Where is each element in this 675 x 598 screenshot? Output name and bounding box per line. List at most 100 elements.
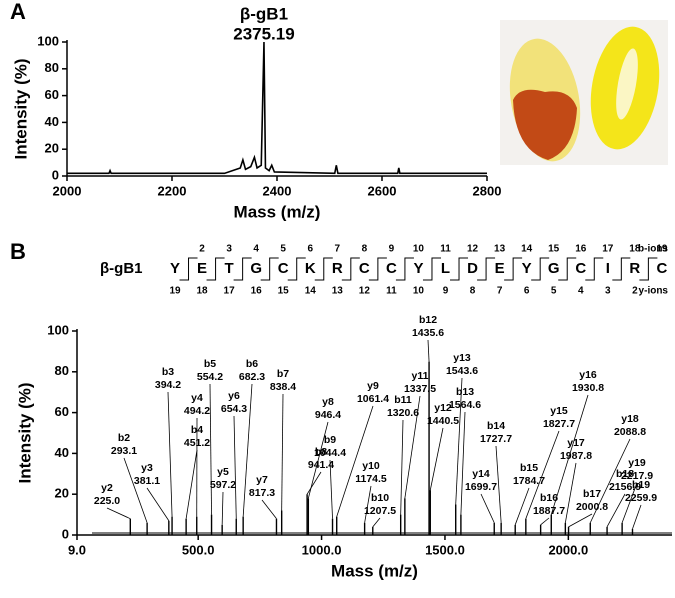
leader-line [106, 507, 131, 520]
cleavage-bracket [179, 257, 198, 281]
b-ion-number: 8 [362, 244, 368, 255]
mz-label: 817.3 [249, 487, 275, 499]
cleavage-bracket [395, 257, 414, 281]
y-tick-label: 80 [45, 60, 59, 75]
leader-line [460, 411, 466, 515]
leader-line [632, 504, 642, 530]
x-axis-title: Mass (m/z) [331, 561, 418, 580]
leader-line [261, 499, 277, 519]
b-ion-number: 3 [226, 244, 232, 255]
ion-label: y6 [228, 390, 240, 402]
ion-label: b9 [324, 434, 336, 446]
seed-photo [500, 20, 668, 165]
b-ion-number: 12 [467, 244, 479, 255]
leader-line [336, 405, 374, 517]
y-ion-number: 14 [305, 286, 317, 297]
y-tick-label: 40 [55, 445, 69, 460]
residue: G [250, 260, 262, 277]
b-ion-number: 7 [335, 244, 341, 255]
y-tick-label: 60 [55, 404, 69, 419]
b-ion-number: 14 [521, 244, 533, 255]
ion-label: y16 [579, 369, 597, 381]
b-ion-number: 18 [629, 244, 641, 255]
peptide-name: β-gB1 [100, 260, 143, 277]
residue: Y [170, 260, 180, 277]
leader-line [123, 457, 148, 523]
residue: C [386, 260, 397, 277]
mz-label: 1987.8 [560, 450, 592, 462]
y-ion-number: 2 [632, 286, 638, 297]
residue: D [467, 260, 478, 277]
cleavage-bracket [368, 257, 387, 281]
ion-label: b7 [277, 368, 289, 380]
cleavage-bracket [341, 257, 360, 281]
x-tick-label: 500.0 [182, 542, 215, 557]
residue: C [278, 260, 289, 277]
ion-label: y10 [362, 460, 380, 472]
y-ion-number: 13 [332, 286, 344, 297]
leader-line [621, 482, 638, 523]
leader-line [307, 421, 329, 499]
mz-label: 1699.7 [465, 481, 497, 493]
y-ion-number: 18 [196, 286, 208, 297]
y-ion-number: 6 [524, 286, 530, 297]
x-tick-label: 2400 [263, 183, 292, 198]
leader-line [221, 491, 224, 525]
mz-label: 1727.7 [480, 433, 512, 445]
peak-label: 2375.19 [233, 24, 294, 43]
leader-line [185, 449, 198, 519]
mz-label: 225.0 [94, 495, 120, 507]
leader-line [372, 517, 381, 528]
leader-line [564, 462, 577, 523]
b-ion-number: 17 [602, 244, 614, 255]
cleavage-bracket [531, 257, 550, 281]
leader-line [550, 394, 589, 515]
residue: T [225, 260, 234, 277]
mz-label: 1827.7 [543, 418, 575, 430]
residue: C [575, 260, 586, 277]
cleavage-bracket [450, 257, 469, 281]
y-tick-label: 100 [37, 33, 59, 48]
residue: I [606, 260, 610, 277]
mz-label: 1543.6 [446, 365, 478, 377]
residue: R [629, 260, 640, 277]
residue: C [359, 260, 370, 277]
y-tick-label: 100 [47, 322, 69, 337]
cleavage-bracket [314, 257, 333, 281]
x-tick-label: 2000.0 [548, 542, 588, 557]
b-ion-number: 5 [280, 244, 286, 255]
mz-label: 2156.9 [609, 481, 641, 493]
cleavage-bracket [287, 257, 306, 281]
b-ion-number: 11 [440, 244, 451, 255]
seed-core [616, 48, 638, 120]
b-ion-number: 13 [494, 244, 506, 255]
x-tick-label: 2000 [53, 183, 82, 198]
cleavage-bracket [206, 257, 225, 281]
x-tick-label: 2800 [473, 183, 502, 198]
residue: C [656, 260, 667, 277]
leader-line [404, 395, 421, 499]
ion-label: b19 [632, 479, 650, 491]
b-ion-number: 4 [253, 244, 259, 255]
ion-label: y8 [322, 396, 334, 408]
y-axis-title: Intensity (%) [11, 58, 30, 159]
b-ions-label: b-ions [638, 244, 668, 255]
mz-label: 1207.5 [364, 505, 396, 517]
y-ions-label: y-ions [639, 286, 669, 297]
residue: E [495, 260, 505, 277]
leader-line [427, 339, 430, 362]
leader-line [455, 377, 463, 505]
cleavage-bracket [639, 257, 658, 281]
ion-label: y7 [256, 474, 268, 486]
ion-label: b15 [520, 462, 538, 474]
residue: Y [522, 260, 532, 277]
x-tick-label: 1000.0 [302, 542, 342, 557]
y-tick-label: 60 [45, 87, 59, 102]
leader-line [364, 485, 372, 523]
ion-label: b11 [394, 394, 412, 406]
cleavage-bracket [233, 257, 252, 281]
leader-line [589, 438, 631, 523]
y-ion-number: 4 [578, 286, 584, 297]
mz-label: 554.2 [197, 371, 223, 383]
mz-label: 2217.9 [621, 470, 653, 482]
